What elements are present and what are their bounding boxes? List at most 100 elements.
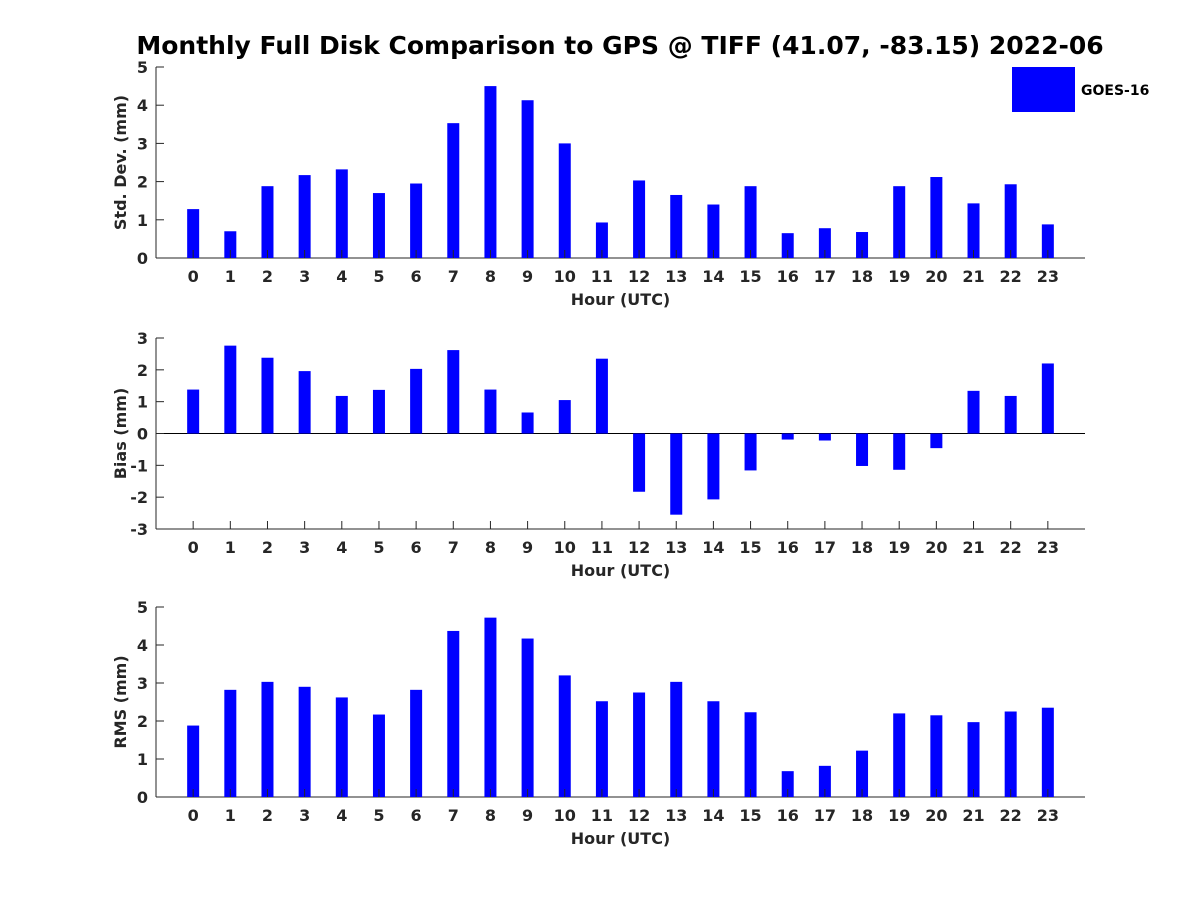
bar bbox=[856, 232, 869, 258]
bar bbox=[410, 368, 423, 434]
y-tick-label: 1 bbox=[137, 393, 148, 412]
x-tick-label: 4 bbox=[336, 806, 347, 825]
x-tick-label: 7 bbox=[448, 538, 459, 557]
x-tick-label: 1 bbox=[225, 267, 236, 286]
bar bbox=[335, 169, 348, 258]
bar bbox=[856, 433, 869, 466]
x-tick-label: 7 bbox=[448, 267, 459, 286]
x-tick-label: 17 bbox=[814, 806, 836, 825]
x-tick-label: 9 bbox=[522, 267, 533, 286]
bar bbox=[781, 433, 794, 440]
x-tick-label: 14 bbox=[702, 538, 724, 557]
legend-label: GOES-16 bbox=[1081, 83, 1149, 99]
y-axis-label: Bias (mm) bbox=[111, 388, 130, 480]
bar bbox=[1004, 395, 1017, 434]
x-tick-label: 6 bbox=[411, 267, 422, 286]
bar bbox=[893, 433, 906, 470]
x-tick-label: 21 bbox=[962, 806, 984, 825]
x-tick-label: 12 bbox=[628, 267, 650, 286]
y-axis-label: RMS (mm) bbox=[111, 655, 130, 748]
bar bbox=[893, 713, 906, 797]
bar bbox=[633, 180, 646, 258]
x-tick-label: 8 bbox=[485, 267, 496, 286]
x-tick-label: 12 bbox=[628, 806, 650, 825]
bar bbox=[447, 123, 460, 259]
x-tick-label: 7 bbox=[448, 806, 459, 825]
x-tick-label: 3 bbox=[299, 267, 310, 286]
bar bbox=[967, 390, 980, 434]
x-tick-label: 23 bbox=[1037, 267, 1059, 286]
bar bbox=[856, 750, 869, 797]
bar bbox=[595, 222, 608, 258]
x-axis-label: Hour (UTC) bbox=[571, 561, 671, 580]
x-tick-label: 2 bbox=[262, 538, 273, 557]
bar bbox=[595, 358, 608, 434]
bar bbox=[298, 371, 311, 434]
y-tick-label: 0 bbox=[137, 425, 148, 444]
bar bbox=[410, 183, 423, 258]
bar bbox=[187, 209, 200, 258]
x-tick-label: 5 bbox=[373, 267, 384, 286]
bar bbox=[224, 345, 237, 434]
x-tick-label: 6 bbox=[411, 806, 422, 825]
bar bbox=[484, 617, 497, 797]
bar bbox=[558, 400, 571, 434]
bar bbox=[781, 233, 794, 258]
x-tick-label: 12 bbox=[628, 538, 650, 557]
bar bbox=[707, 204, 720, 258]
x-tick-label: 18 bbox=[851, 806, 873, 825]
bar bbox=[1041, 707, 1054, 797]
x-tick-label: 15 bbox=[739, 267, 761, 286]
bar bbox=[372, 389, 385, 434]
bar bbox=[187, 389, 200, 434]
bar bbox=[930, 715, 943, 797]
bar bbox=[447, 630, 460, 797]
bar bbox=[187, 725, 200, 797]
x-tick-label: 14 bbox=[702, 806, 724, 825]
x-tick-label: 18 bbox=[851, 538, 873, 557]
x-tick-label: 5 bbox=[373, 538, 384, 557]
bar bbox=[744, 712, 757, 797]
x-tick-label: 20 bbox=[925, 806, 947, 825]
x-tick-label: 10 bbox=[554, 806, 576, 825]
bar bbox=[744, 433, 757, 471]
x-tick-label: 11 bbox=[591, 538, 613, 557]
bar bbox=[707, 433, 720, 500]
x-tick-label: 0 bbox=[188, 806, 199, 825]
bar bbox=[781, 771, 794, 797]
y-tick-label: 0 bbox=[137, 788, 148, 807]
x-tick-label: 9 bbox=[522, 538, 533, 557]
x-tick-label: 22 bbox=[1000, 806, 1022, 825]
x-tick-label: 13 bbox=[665, 806, 687, 825]
bar bbox=[261, 681, 274, 797]
y-tick-label: 0 bbox=[137, 249, 148, 268]
y-tick-label: -2 bbox=[130, 488, 148, 507]
bar bbox=[670, 433, 683, 515]
bar bbox=[521, 412, 534, 434]
x-tick-label: 16 bbox=[777, 267, 799, 286]
x-tick-label: 4 bbox=[336, 267, 347, 286]
chart-title: Monthly Full Disk Comparison to GPS @ TI… bbox=[136, 31, 1103, 60]
bar bbox=[1004, 711, 1017, 797]
bar bbox=[484, 389, 497, 434]
y-tick-label: 3 bbox=[137, 329, 148, 348]
bar bbox=[447, 350, 460, 434]
x-tick-label: 0 bbox=[188, 267, 199, 286]
bar bbox=[410, 689, 423, 797]
bar bbox=[372, 714, 385, 797]
y-tick-label: 5 bbox=[137, 598, 148, 617]
y-tick-label: 5 bbox=[137, 58, 148, 77]
legend-swatch bbox=[1012, 67, 1075, 112]
bar bbox=[930, 433, 943, 449]
bar bbox=[670, 194, 683, 258]
y-tick-label: 3 bbox=[137, 674, 148, 693]
x-tick-label: 8 bbox=[485, 806, 496, 825]
bar bbox=[967, 722, 980, 797]
bar bbox=[558, 675, 571, 797]
x-tick-label: 20 bbox=[925, 267, 947, 286]
x-tick-label: 16 bbox=[777, 538, 799, 557]
bar bbox=[484, 86, 497, 258]
x-tick-label: 17 bbox=[814, 538, 836, 557]
bar bbox=[335, 395, 348, 434]
